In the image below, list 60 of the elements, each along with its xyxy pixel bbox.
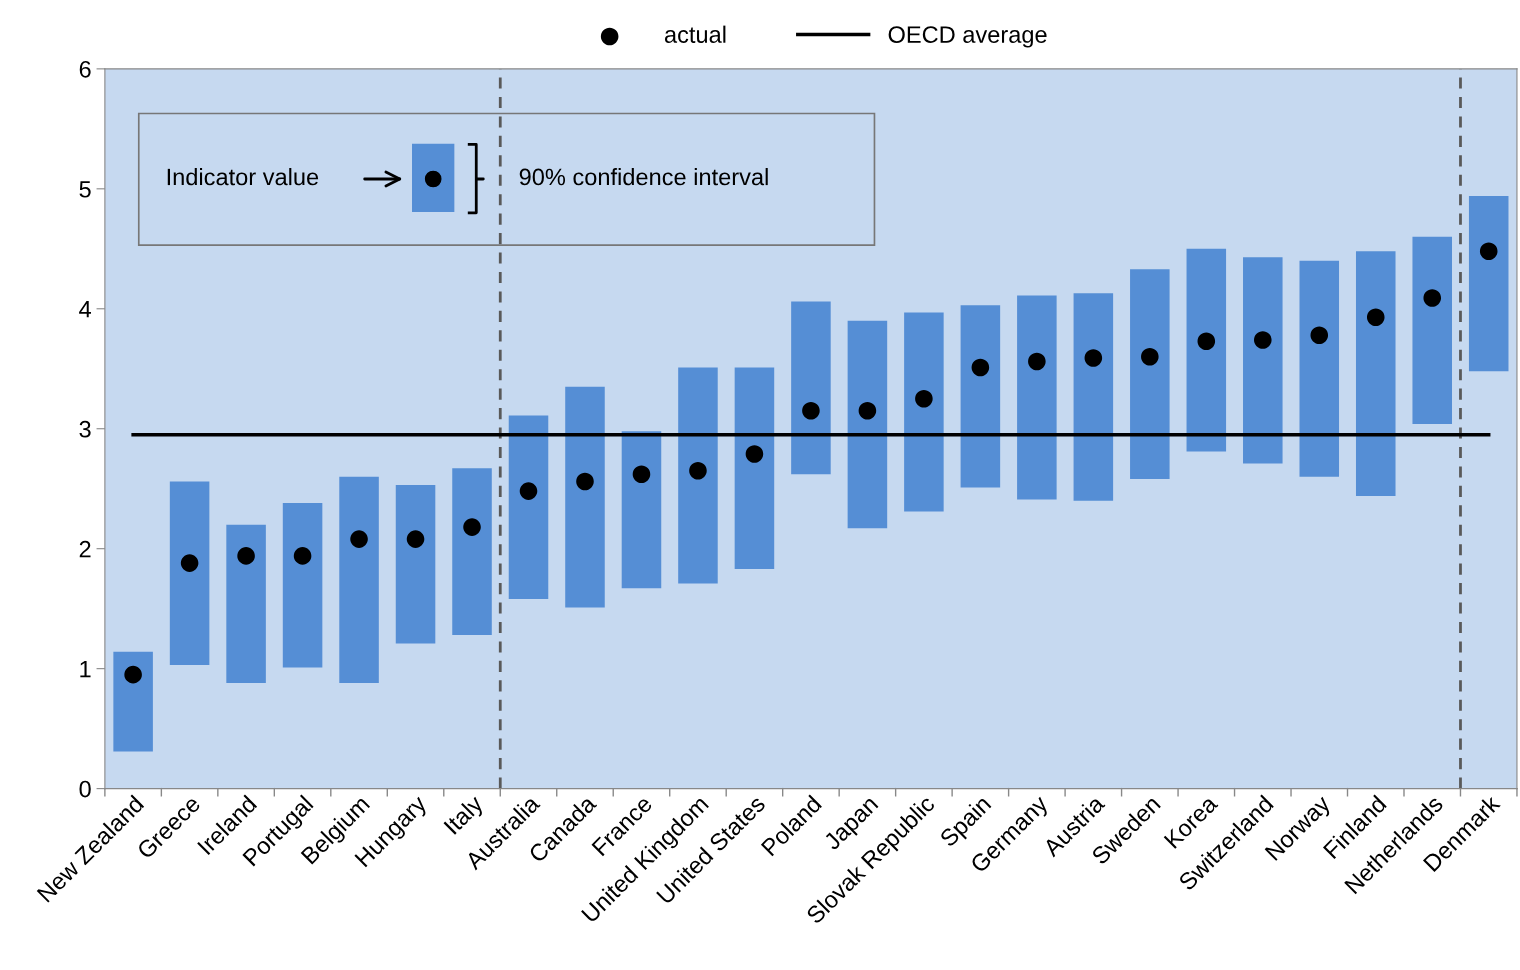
bar — [113, 651, 153, 752]
bar — [1017, 295, 1057, 500]
bar — [678, 367, 718, 584]
bar — [904, 312, 944, 512]
point — [745, 445, 764, 463]
bar — [791, 301, 831, 475]
point — [1479, 242, 1498, 260]
bar — [339, 476, 379, 684]
point — [237, 547, 255, 565]
y-tick-label: 6 — [79, 60, 91, 78]
bar — [1243, 257, 1283, 464]
bar — [1412, 236, 1452, 424]
point — [1084, 349, 1103, 367]
y-tick-label: 1 — [80, 660, 91, 678]
annotation: 90% confidence interval — [519, 167, 768, 186]
bar — [847, 320, 888, 529]
point — [689, 461, 707, 480]
bar — [395, 485, 436, 644]
bar — [1130, 269, 1170, 480]
annotation: Indicator value — [167, 167, 319, 186]
bar — [508, 415, 549, 600]
point — [463, 518, 481, 536]
bar — [1186, 248, 1227, 452]
bar — [282, 503, 323, 668]
point — [1197, 332, 1216, 350]
point — [1028, 352, 1046, 371]
bar — [621, 431, 662, 589]
point — [180, 554, 199, 572]
point — [858, 401, 877, 420]
point — [1254, 331, 1272, 349]
bar — [1355, 251, 1396, 496]
point — [293, 547, 312, 565]
bar — [565, 386, 605, 608]
point — [1366, 308, 1385, 326]
bar — [1299, 260, 1340, 477]
y-tick-label: 3 — [79, 420, 91, 438]
point — [350, 530, 368, 548]
y-tick-label: 2 — [79, 540, 91, 558]
point — [971, 358, 990, 377]
legend-label: OECD average — [888, 26, 1047, 48]
point — [124, 665, 142, 684]
point — [632, 465, 651, 484]
bar — [734, 367, 775, 570]
point — [1423, 289, 1442, 307]
point — [1310, 326, 1329, 344]
y-tick-label: 5 — [79, 181, 91, 198]
bar — [960, 305, 1001, 488]
point — [1141, 347, 1159, 366]
point — [915, 389, 933, 408]
point — [519, 482, 538, 500]
point — [406, 530, 425, 548]
point — [802, 401, 820, 420]
bar — [1468, 196, 1509, 372]
legend-label: actual — [664, 25, 726, 43]
bar — [169, 481, 210, 666]
bar — [452, 468, 492, 636]
point — [576, 472, 594, 491]
bar — [1073, 293, 1114, 501]
y-tick-label: 4 — [79, 301, 91, 318]
bar — [226, 524, 266, 684]
